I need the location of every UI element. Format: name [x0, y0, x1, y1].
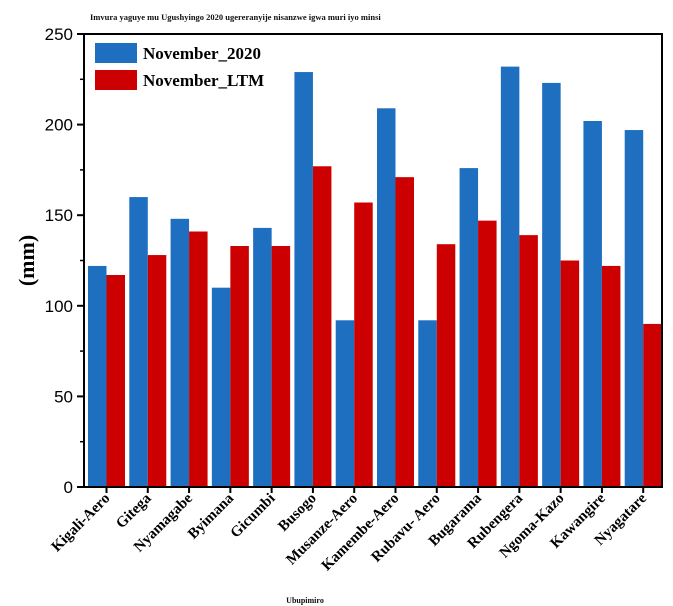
legend-swatch	[95, 43, 137, 63]
bar-november-2020-2	[170, 218, 190, 487]
legend-label: November_2020	[143, 44, 261, 63]
y-axis-label: (mm)	[14, 235, 39, 286]
legend-swatch	[95, 70, 137, 90]
bar-november-ltm-6	[354, 202, 373, 488]
bar-november-ltm-12	[601, 265, 621, 487]
bar-november-2020-5	[294, 72, 313, 487]
bar-november-ltm-2	[189, 231, 208, 487]
bar-november-ltm-13	[643, 323, 662, 487]
bar-november-2020-8	[418, 320, 437, 487]
bar-november-ltm-3	[230, 246, 249, 487]
bars-layer	[88, 66, 662, 488]
bar-november-2020-10	[500, 66, 520, 487]
bar-november-ltm-10	[519, 235, 538, 487]
x-tick-label: Gicumbi	[228, 491, 279, 542]
y-tick-label: 250	[45, 25, 73, 44]
x-tick-label: Musanze-Aero	[283, 491, 361, 569]
bar-november-ltm-5	[312, 166, 332, 487]
x-axis-label: Ubupimiro	[286, 596, 324, 605]
bar-november-2020-4	[253, 227, 272, 487]
bar-november-ltm-4	[271, 246, 291, 487]
x-axis: Kigali-Aero GitegaNyamagabeByimanaGicumbi…	[49, 487, 650, 574]
bar-november-ltm-7	[395, 177, 414, 487]
legend-label: November_LTM	[143, 71, 264, 90]
bar-november-2020-0	[88, 265, 107, 487]
bar-november-2020-11	[542, 82, 561, 487]
bar-november-ltm-8	[436, 244, 456, 487]
bar-november-2020-3	[211, 287, 231, 487]
y-tick-label: 0	[64, 478, 73, 497]
bar-november-ltm-9	[478, 220, 497, 488]
y-tick-label: 50	[54, 387, 73, 406]
y-axis: 0 50 100 150 200 250	[45, 25, 84, 497]
bar-november-2020-12	[583, 120, 602, 487]
legend: November_2020 November_LTM	[95, 43, 264, 90]
bar-november-2020-1	[129, 197, 148, 487]
x-tick-label: Byimana	[185, 490, 237, 542]
bar-november-ltm-11	[560, 260, 580, 487]
bar-november-2020-13	[624, 130, 644, 487]
bar-november-2020-6	[335, 320, 355, 487]
bar-november-2020-7	[377, 108, 396, 488]
y-tick-label: 100	[45, 297, 73, 316]
x-tick-label: Kigali-Aero	[49, 491, 114, 556]
bar-november-ltm-1	[147, 255, 167, 487]
y-tick-label: 150	[45, 206, 73, 225]
chart-title: Imvura yaguye mu Ugushyingo 2020 ugerera…	[90, 12, 381, 22]
bar-november-2020-9	[459, 168, 479, 487]
bar-november-ltm-0	[106, 274, 125, 487]
y-tick-label: 200	[45, 116, 73, 135]
